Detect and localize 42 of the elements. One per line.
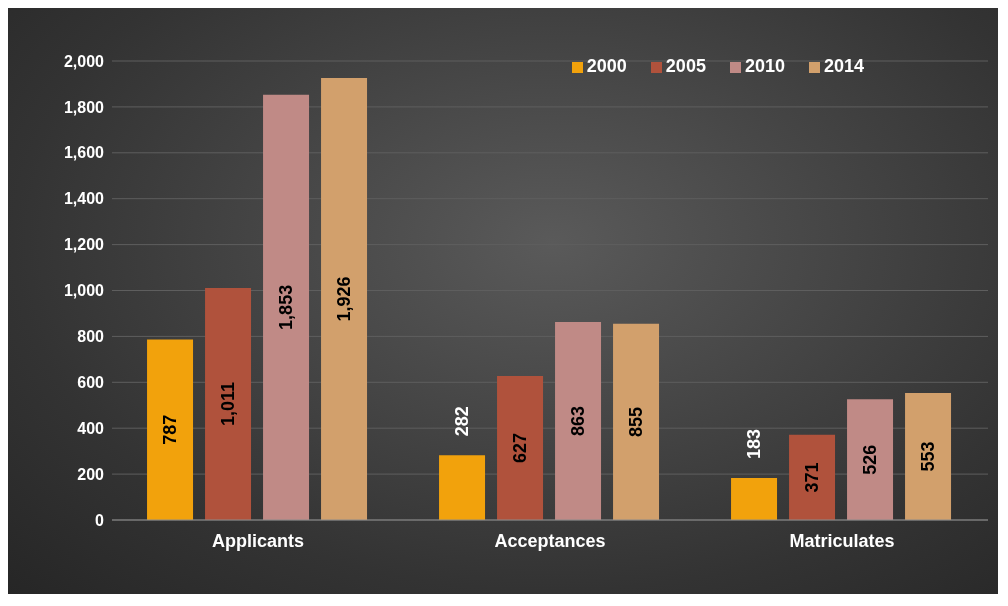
- x-tick-label: Matriculates: [789, 530, 895, 551]
- data-label: 183: [744, 428, 765, 460]
- data-label: 627: [510, 433, 531, 464]
- y-tick-label: 2,000: [63, 52, 105, 70]
- x-tick-label: Applicants: [211, 530, 305, 551]
- x-tick-label: Acceptances: [494, 530, 606, 551]
- y-tick-label: 1,000: [63, 282, 105, 300]
- legend-label: 2005: [665, 56, 706, 76]
- data-label: 526: [860, 444, 881, 475]
- bar: [789, 434, 836, 520]
- bar: [905, 393, 952, 520]
- legend-label: 2010: [744, 56, 785, 76]
- data-label: 855: [626, 406, 647, 437]
- y-tick-label: 1,200: [63, 236, 105, 254]
- data-label: 553: [918, 441, 939, 472]
- bar: [147, 339, 194, 520]
- data-label: 787: [160, 414, 181, 445]
- bar: [555, 321, 602, 520]
- data-label: 1,011: [218, 381, 239, 427]
- y-tick-label: 600: [77, 373, 105, 391]
- bar: [847, 399, 894, 520]
- y-tick-label: 1,600: [63, 144, 105, 162]
- bar: [205, 287, 252, 520]
- legend-label: 2014: [823, 56, 864, 76]
- data-label: 371: [802, 462, 823, 493]
- data-label: 1,926: [334, 276, 355, 322]
- legend-label: 2000: [586, 56, 627, 76]
- bar: [613, 323, 660, 520]
- y-tick-label: 1,800: [63, 98, 105, 116]
- bar: [263, 94, 310, 520]
- bar: [439, 455, 486, 520]
- data-label: 863: [568, 405, 589, 436]
- bar: [497, 376, 544, 520]
- bar: [321, 77, 368, 520]
- data-label: 1,853: [276, 284, 297, 330]
- data-label: 282: [452, 406, 473, 437]
- y-tick-label: 1,400: [63, 190, 105, 208]
- y-tick-label: 800: [77, 328, 105, 346]
- y-tick-label: 200: [77, 465, 105, 483]
- y-tick-label: 400: [77, 419, 105, 437]
- bar: [731, 478, 778, 520]
- y-tick-label: 0: [95, 511, 105, 529]
